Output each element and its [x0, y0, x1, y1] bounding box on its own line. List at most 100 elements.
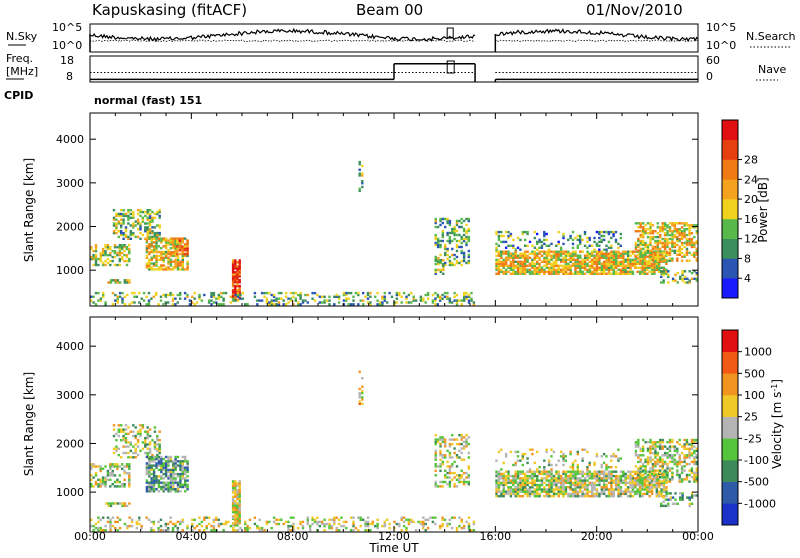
- heatmap-cell-1571: [626, 486, 630, 489]
- heatmap-cell-1522: [612, 474, 615, 478]
- heatmap-cell-183: [141, 426, 145, 429]
- heatmap-cell-971: [439, 219, 442, 223]
- heatmap-cell-842: [424, 522, 427, 526]
- heatmap-cell-1045: [458, 225, 461, 229]
- heatmap-cell-972: [451, 465, 454, 468]
- heatmap-cell-2028: [678, 458, 681, 461]
- heatmap-cell-82: [123, 246, 126, 249]
- heatmap-cell-1270: [533, 252, 536, 255]
- heatmap-cell-1924: [654, 445, 657, 448]
- heatmap-cell-149: [127, 426, 130, 429]
- heatmap-cell-2048: [683, 454, 686, 457]
- heatmap-cell-1755: [528, 468, 532, 471]
- heatmap-cell-124: [115, 214, 118, 218]
- heatmap-cell-1239: [543, 470, 546, 473]
- heatmap-cell-937: [441, 440, 444, 444]
- heatmap-cell-850: [434, 516, 437, 519]
- heatmap-cell-39: [106, 261, 110, 265]
- heatmap-cell-675: [210, 303, 213, 306]
- heatmap-cell-222: [156, 443, 159, 446]
- heatmap-cell-1137: [500, 254, 503, 257]
- heatmap-cell-1724: [665, 488, 668, 491]
- heatmap-cell-1775: [552, 450, 556, 454]
- heatmap-cell-2131: [668, 233, 672, 237]
- heatmap-cell-1226: [524, 270, 527, 273]
- heatmap-cell-1788: [569, 452, 572, 456]
- heatmap-cell-1263: [533, 268, 536, 271]
- heatmap-cell-2047: [683, 456, 686, 459]
- heatmap-cell-1121: [497, 270, 501, 273]
- heatmap-cell-932: [441, 480, 444, 484]
- heatmap-cell-806: [345, 293, 348, 297]
- heatmap-cell-884: [358, 402, 361, 405]
- heatmap-cell-1613: [617, 256, 620, 259]
- heatmap-cell-796: [335, 293, 338, 297]
- heatmap-cell-5: [92, 257, 95, 261]
- heatmap-cell-719: [260, 299, 264, 302]
- heatmap-cell-1214: [519, 252, 522, 255]
- heatmap-cell-550: [99, 518, 102, 521]
- heatmap-cell-796: [369, 529, 372, 532]
- heatmap-cell-1573: [626, 477, 630, 480]
- heatmap-cell-1773: [550, 455, 553, 458]
- heatmap-cell-1416: [569, 252, 572, 255]
- heatmap-cell-2081: [659, 228, 662, 231]
- heatmap-cell-1611: [636, 479, 639, 482]
- heatmap-cell-1044: [458, 233, 461, 237]
- heatmap-cell-1378: [576, 479, 580, 482]
- heatmap-cell-1964: [663, 462, 667, 466]
- heatmap-cell-1172: [509, 260, 513, 263]
- heatmap-cell-1878: [562, 234, 565, 238]
- heatmap-cell-1482: [588, 270, 591, 273]
- heatmap-cell-1266: [533, 262, 536, 265]
- heatmap-cell-1729: [648, 262, 651, 265]
- heatmap-cell-1078: [502, 477, 505, 480]
- heatmap-cell-118: [117, 453, 120, 457]
- heatmap-cell-1299: [557, 472, 560, 476]
- heatmap-cell-510: [231, 288, 235, 292]
- heatmap-cell-1422: [588, 490, 591, 493]
- heatmap-cell-886: [434, 299, 437, 302]
- heatmap-cell-340: [164, 472, 168, 476]
- heatmap-cell-1086: [467, 229, 470, 233]
- heatmap-cell-617: [176, 520, 179, 524]
- heatmap-cell-1047: [495, 479, 498, 482]
- heatmap-cell-582: [135, 520, 139, 524]
- heatmap-cell-591: [150, 526, 153, 530]
- heatmap-cell-285: [148, 258, 151, 261]
- heatmap-cell-125: [120, 439, 123, 442]
- heatmap-cell-1516: [612, 495, 615, 498]
- heatmap-cell-627: [147, 299, 151, 302]
- heatmap-cell-236: [148, 216, 152, 219]
- heatmap-cell-1313: [562, 488, 565, 491]
- heatmap-cell-176: [139, 434, 142, 438]
- heatmap-cell-273: [145, 254, 149, 258]
- heatmap-cell-197: [146, 436, 149, 440]
- heatmap-cell-781: [357, 529, 360, 532]
- heatmap-cell-1930: [656, 460, 659, 464]
- heatmap-cell-2059: [656, 257, 659, 260]
- heatmap-cell-581: [135, 522, 139, 526]
- heatmap-cell-313: [160, 477, 163, 480]
- heatmap-cell-786: [362, 518, 365, 521]
- heatmap-cell-293: [155, 466, 158, 469]
- heatmap-cell-2078: [659, 235, 662, 239]
- heatmap-cell-1351: [571, 492, 575, 496]
- heatmap-cell-2134: [668, 226, 672, 229]
- heatmap-cell-1778: [559, 455, 563, 458]
- heatmap-cell-542: [234, 261, 237, 264]
- heatmap-cell-100: [114, 281, 117, 284]
- heatmap-cell-62: [116, 251, 119, 255]
- heatmap-cell-1882: [646, 462, 650, 466]
- heatmap-cell-366: [169, 481, 173, 484]
- heatmap-cell-2088: [661, 243, 664, 247]
- heatmap-cell-1652: [626, 260, 630, 263]
- heatmap-cell-1794: [574, 459, 577, 462]
- heatmap-cell-2105: [695, 467, 698, 470]
- heatmap-cell-141: [120, 209, 123, 212]
- y-tick-label-0: 1000: [56, 486, 84, 499]
- heatmap-cell-1817: [602, 452, 606, 456]
- heatmap-cell-1075: [465, 229, 468, 233]
- heatmap-cell-1261: [550, 495, 553, 498]
- heatmap-cell-1916: [598, 240, 601, 244]
